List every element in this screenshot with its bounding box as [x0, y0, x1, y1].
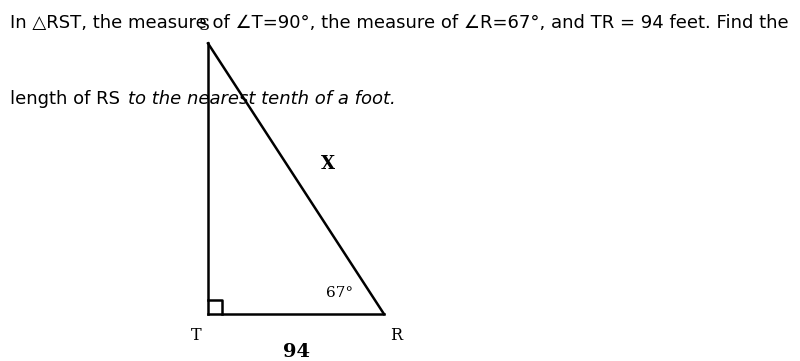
Text: R: R [390, 327, 402, 344]
Text: S: S [198, 17, 210, 34]
Text: 67°: 67° [326, 286, 354, 300]
Text: to the nearest tenth of a foot.: to the nearest tenth of a foot. [128, 90, 396, 108]
Text: 94: 94 [282, 343, 310, 361]
Text: T: T [190, 327, 202, 344]
Text: X: X [321, 155, 335, 173]
Text: In △RST, the measure of ∠T=90°, the measure of ∠R=67°, and TR = 94 feet. Find th: In △RST, the measure of ∠T=90°, the meas… [10, 14, 788, 32]
Text: length of RS: length of RS [10, 90, 126, 108]
